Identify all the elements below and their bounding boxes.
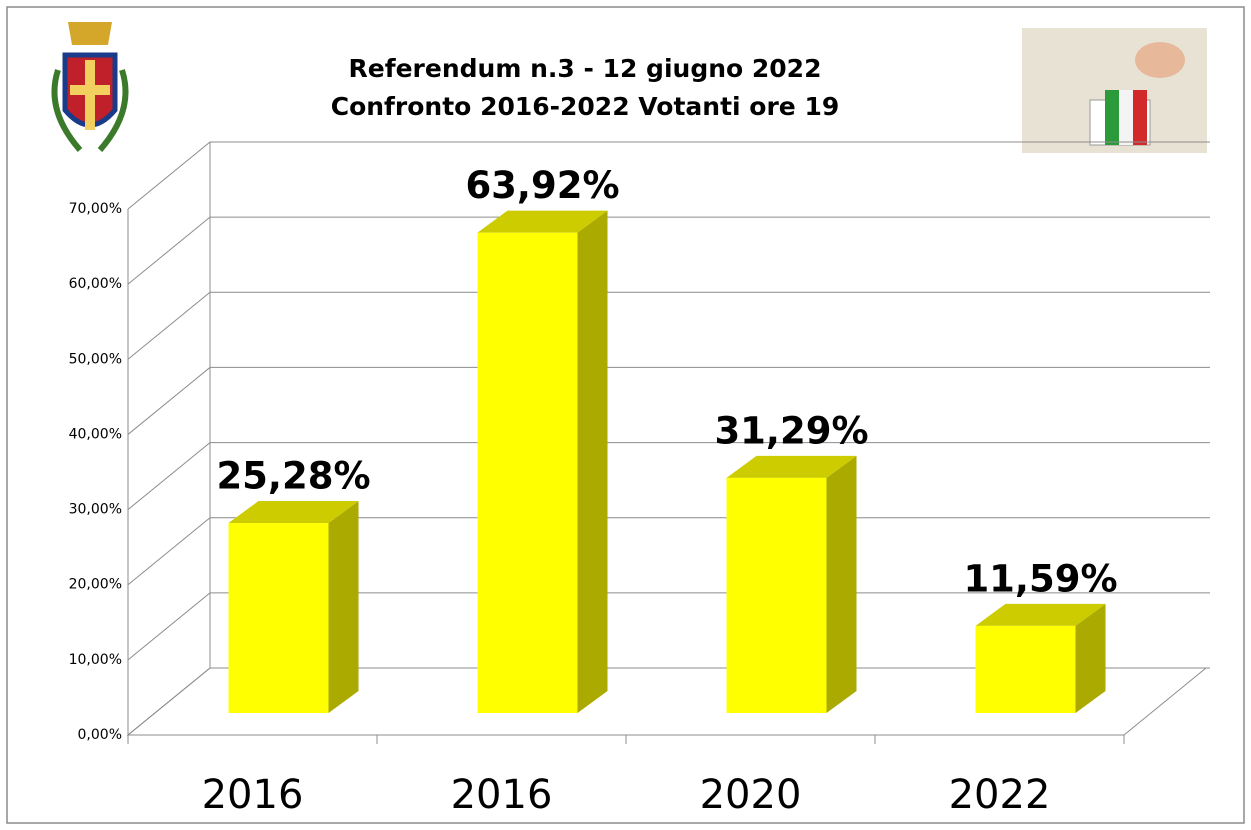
x-tick-label: 2016 xyxy=(451,772,553,818)
value-label: 25,28% xyxy=(216,455,370,498)
bar xyxy=(228,523,329,713)
bar-side xyxy=(826,455,857,713)
value-label: 31,29% xyxy=(714,409,868,452)
y-tick-label: 60,00% xyxy=(69,276,122,292)
emblem-right xyxy=(1022,28,1207,153)
bar-side xyxy=(1075,603,1106,713)
bar xyxy=(975,625,1076,713)
x-tick-label: 2016 xyxy=(202,772,304,818)
grid-line xyxy=(127,291,1210,360)
chart-title: Referendum n.3 - 12 giugno 2022 xyxy=(349,54,822,83)
y-tick-label: 20,00% xyxy=(69,577,122,593)
emblem-left xyxy=(51,22,129,152)
chart-subtitle: Confronto 2016-2022 Votanti ore 19 xyxy=(331,92,840,121)
y-tick-label: 70,00% xyxy=(69,201,122,217)
bar xyxy=(726,477,827,713)
grid-line xyxy=(127,216,1210,285)
x-tick-label: 2022 xyxy=(949,772,1051,818)
bar-top xyxy=(477,210,608,233)
bar xyxy=(477,232,578,713)
bar-top xyxy=(975,603,1106,626)
grid-line xyxy=(127,592,1210,661)
y-tick-label: 30,00% xyxy=(69,502,122,518)
bar-side xyxy=(577,210,608,713)
y-tick-label: 10,00% xyxy=(69,652,122,668)
grid-line xyxy=(127,366,1210,435)
y-tick-label: 40,00% xyxy=(69,426,122,442)
y-tick-label: 50,00% xyxy=(69,351,122,367)
value-label: 63,92% xyxy=(465,164,619,207)
bar-top xyxy=(228,501,359,524)
x-tick-label: 2020 xyxy=(700,772,802,818)
grid-line xyxy=(127,141,1210,210)
value-label: 11,59% xyxy=(963,557,1117,600)
grid-line xyxy=(127,667,1210,736)
bar-top xyxy=(726,455,857,478)
bar-side xyxy=(328,501,359,713)
y-tick-label: 0,00% xyxy=(78,727,122,743)
grid-line xyxy=(127,442,1210,510)
grid-line xyxy=(127,517,1210,586)
